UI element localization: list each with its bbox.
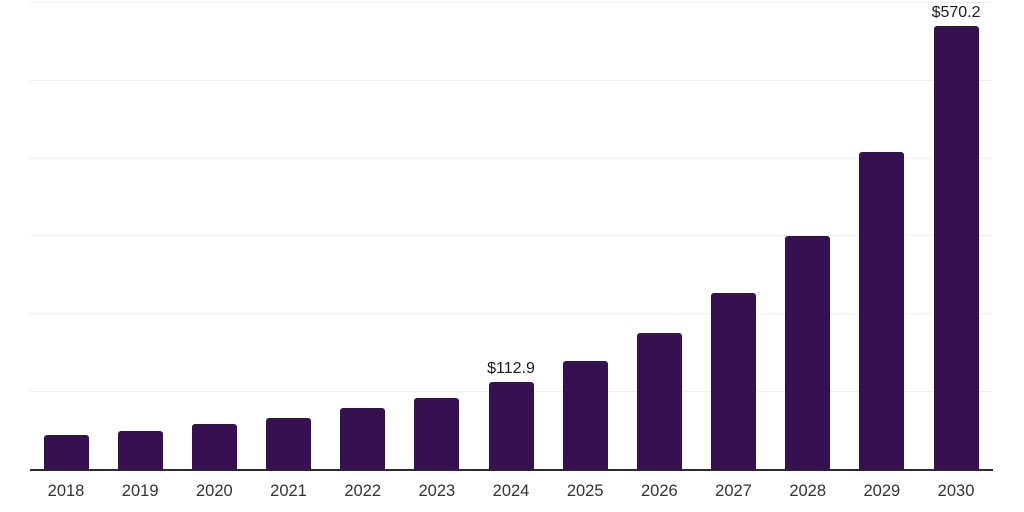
- plot-area: $112.9 $570.2: [30, 0, 993, 471]
- gridline-400: [30, 157, 993, 159]
- bar-2024: [488, 382, 534, 470]
- x-tick-label-2029: 2029: [863, 482, 901, 500]
- x-axis-tick-labels: 2018 2019 2020 2021 2022 2023 2024 2025 2026 2027…: [30, 482, 993, 506]
- bar-2019: [117, 431, 163, 470]
- bar-2030: [933, 26, 979, 470]
- bar-2026: [636, 332, 682, 470]
- x-axis-line: [30, 469, 993, 471]
- x-tick-label-2026: 2026: [641, 482, 678, 500]
- x-tick-label-2025: 2025: [566, 482, 604, 500]
- bar-2027: [711, 293, 757, 470]
- x-tick-label-2027: 2027: [715, 482, 752, 500]
- x-tick-label-2019: 2019: [121, 482, 159, 500]
- bar-2021: [266, 417, 311, 470]
- x-tick-label-2020: 2020: [195, 482, 233, 500]
- bar-2029: [859, 152, 905, 470]
- gridline-200: [30, 313, 993, 315]
- data-label-2024: $112.9: [487, 360, 535, 378]
- bar-2028: [785, 236, 831, 470]
- bar-2025: [562, 361, 608, 470]
- x-tick-label-2022: 2022: [344, 482, 382, 500]
- x-tick-label-2018: 2018: [47, 482, 85, 500]
- bar-2023: [414, 397, 460, 470]
- bar-2020: [191, 424, 237, 470]
- bar-2018: [43, 434, 89, 470]
- gridline-300: [30, 235, 993, 237]
- x-tick-label-2023: 2023: [418, 482, 456, 500]
- bar-2022: [340, 408, 386, 470]
- x-tick-label-2028: 2028: [789, 482, 827, 500]
- data-label-2030: $570.2: [931, 4, 981, 21]
- gridline-600: [30, 1, 993, 3]
- x-tick-label-2030: 2030: [937, 482, 975, 500]
- x-tick-label-2024: 2024: [492, 482, 530, 500]
- gridline-500: [30, 79, 993, 81]
- x-tick-label-2021: 2021: [270, 482, 307, 500]
